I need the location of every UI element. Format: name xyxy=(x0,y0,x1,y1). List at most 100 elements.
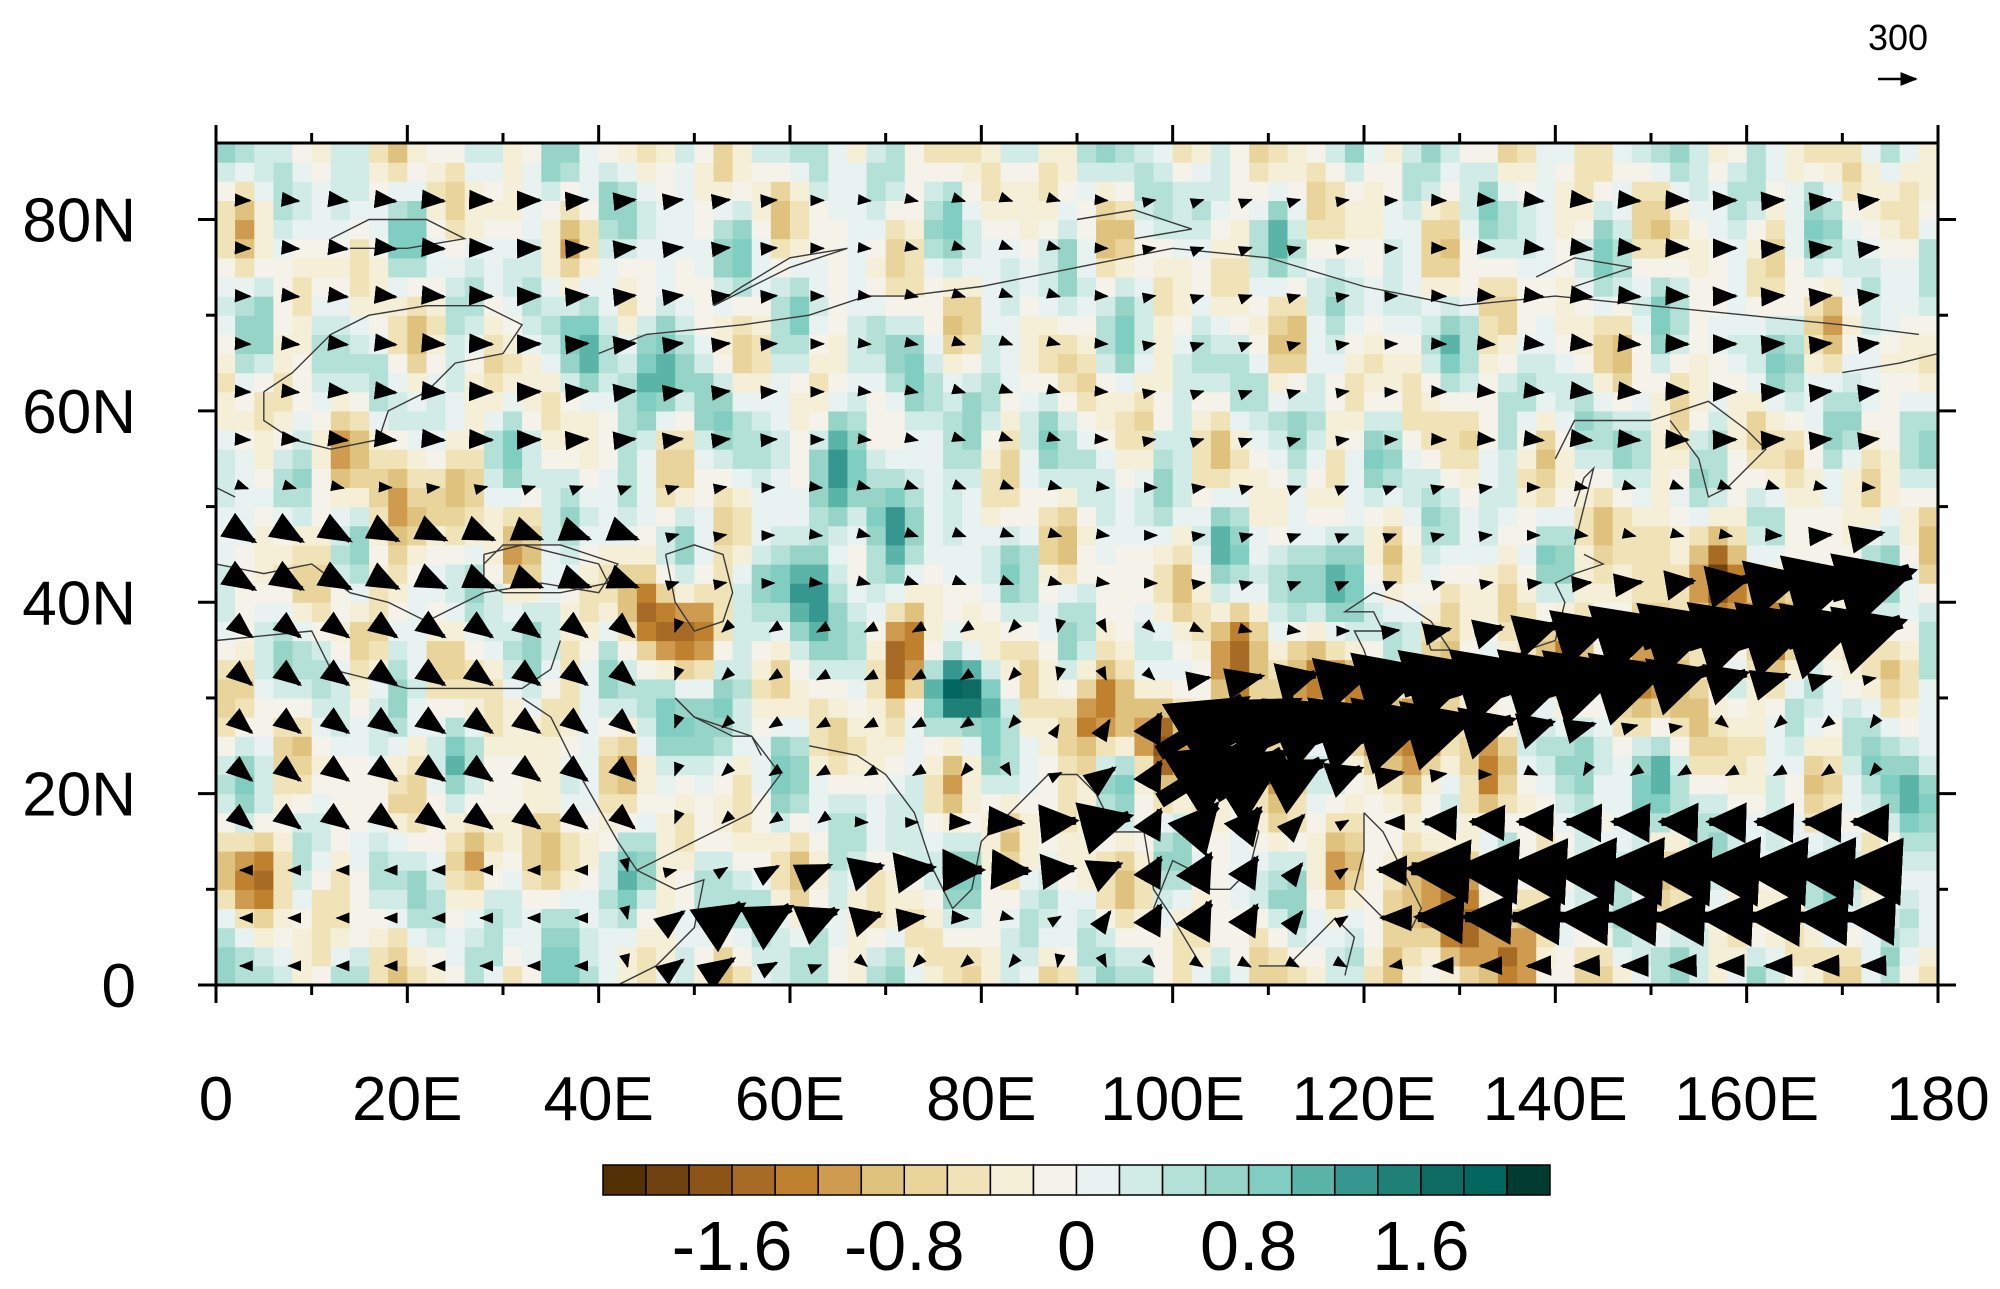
coastline xyxy=(674,697,762,756)
flux-arrow xyxy=(1669,479,1685,490)
flux-arrow xyxy=(327,190,350,208)
flux-arrow xyxy=(1008,618,1023,633)
flux-arrow xyxy=(234,479,250,490)
flux-arrow xyxy=(951,479,967,490)
flux-arrow xyxy=(768,620,784,633)
flux-arrow xyxy=(1808,431,1834,451)
flux-arrow xyxy=(1332,955,1348,968)
flux-arrow xyxy=(721,810,736,824)
colorbar-swatch xyxy=(1204,1164,1250,1196)
flux-arrow xyxy=(1039,853,1078,890)
flux-arrow xyxy=(1430,532,1446,543)
flux-arrow xyxy=(373,189,398,209)
flux-arrow xyxy=(1523,238,1545,256)
flux-arrow xyxy=(462,611,495,639)
flux-arrow xyxy=(815,668,831,681)
flux-arrow xyxy=(1334,485,1350,496)
flux-arrow xyxy=(892,852,938,894)
flux-arrow xyxy=(1808,287,1834,307)
flux-arrow xyxy=(960,954,975,968)
colorbar-swatch xyxy=(860,1164,906,1196)
flux-arrow xyxy=(808,480,824,492)
flux-arrow xyxy=(1716,479,1733,490)
flux-arrow xyxy=(1335,244,1350,256)
x-axis-labels: 0 20E 40E 60E 80E 100E 120E 140E 160E 18… xyxy=(199,1065,1990,1134)
flux-arrow xyxy=(911,668,927,681)
flux-arrow xyxy=(951,431,967,443)
flux-arrow xyxy=(1430,580,1446,591)
flux-arrow xyxy=(468,381,495,402)
flux-arrow xyxy=(1857,384,1881,403)
flux-arrow xyxy=(1760,334,1786,355)
flux-arrow xyxy=(696,956,737,985)
flux-arrow xyxy=(999,479,1015,490)
flux-arrow xyxy=(1724,764,1740,777)
coastline xyxy=(1842,352,1938,374)
flux-arrow xyxy=(1601,891,1658,947)
flux-arrow xyxy=(1334,580,1350,592)
flux-arrow xyxy=(509,564,545,590)
flux-arrow xyxy=(951,383,967,395)
flux-arrow xyxy=(1286,388,1302,400)
flux-arrow xyxy=(1384,243,1399,255)
flux-arrow xyxy=(1141,619,1156,633)
flux-arrow xyxy=(739,902,795,951)
colorbar-swatch xyxy=(1463,1164,1508,1196)
flux-arrow xyxy=(414,706,447,735)
flux-arrow xyxy=(653,910,686,940)
flux-arrow xyxy=(282,479,298,491)
colorbar-swatch xyxy=(989,1164,1035,1196)
flux-arrow xyxy=(664,580,680,592)
flux-arrow xyxy=(608,803,637,830)
flux-arrow xyxy=(863,716,879,729)
flux-arrow xyxy=(1047,575,1063,587)
flux-arrow xyxy=(1569,381,1594,400)
flux-arrow xyxy=(280,287,301,303)
flux-arrow xyxy=(373,237,398,257)
flux-arrow xyxy=(710,193,732,210)
flux-arrow xyxy=(792,863,834,893)
colorbar-swatch xyxy=(1118,1164,1164,1196)
flux-arrow xyxy=(1286,436,1302,448)
flux-arrow xyxy=(1523,429,1545,447)
flux-arrow xyxy=(367,706,399,735)
flux-arrow xyxy=(712,531,728,543)
flux-arrow xyxy=(280,239,301,255)
flux-arrow xyxy=(948,812,972,831)
flux-arrow xyxy=(1569,189,1594,209)
flux-arrow xyxy=(1479,579,1494,591)
flux-arrow xyxy=(557,564,593,589)
flux-arrow xyxy=(856,575,872,587)
flux-arrow xyxy=(710,433,732,449)
flux-arrow xyxy=(612,335,638,355)
flux-arrow xyxy=(468,333,495,354)
flux-arrow xyxy=(911,716,927,729)
flux-arrow xyxy=(1335,196,1350,208)
flux-arrow xyxy=(608,755,637,782)
flux-arrow xyxy=(612,383,638,403)
flux-arrow xyxy=(856,479,872,491)
flux-arrow xyxy=(1133,903,1164,938)
flux-arrow xyxy=(272,611,303,639)
flux-arrow xyxy=(951,192,967,203)
flux-arrow xyxy=(367,658,399,687)
flux-arrow xyxy=(1665,333,1691,354)
flux-arrow xyxy=(999,910,1015,922)
flux-arrow xyxy=(1476,431,1497,447)
flux-arrow xyxy=(654,958,685,985)
flux-arrow xyxy=(327,429,350,447)
flux-arrow xyxy=(413,563,449,590)
flux-arrow xyxy=(1047,771,1063,784)
flux-arrow xyxy=(616,485,632,496)
flux-arrow xyxy=(421,285,447,305)
flux-arrow xyxy=(1569,333,1594,352)
flux-arrow xyxy=(904,432,919,444)
flux-arrow xyxy=(511,754,542,782)
x-tick-label: 60E xyxy=(735,1065,845,1134)
flux-arrow xyxy=(462,754,495,782)
colorbar-swatch xyxy=(1377,1164,1422,1196)
flux-arrow xyxy=(760,433,779,448)
flux-arrow xyxy=(1038,804,1080,844)
flux-arrow xyxy=(1141,244,1157,256)
flux-arrow xyxy=(1753,802,1795,844)
